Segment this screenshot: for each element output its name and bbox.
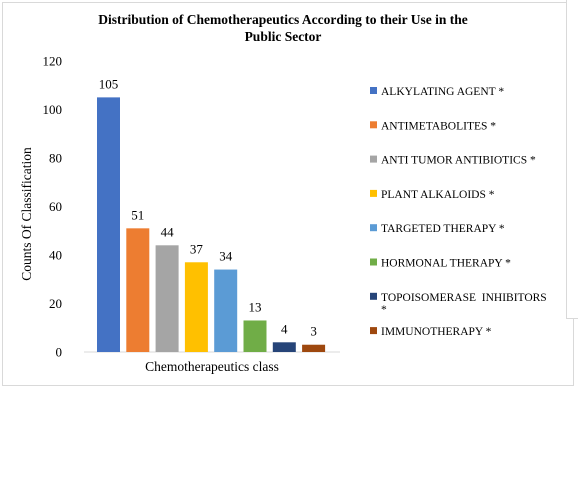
bar <box>184 262 208 352</box>
y-tick-label: 120 <box>43 54 63 69</box>
legend-label: ANTIMETABOLITES * <box>381 120 496 132</box>
legend-swatch <box>370 327 377 335</box>
data-label: 44 <box>161 224 175 239</box>
y-tick-label: 60 <box>49 199 62 214</box>
data-label: 105 <box>99 76 119 91</box>
legend-swatch <box>370 121 377 129</box>
bar <box>272 342 296 352</box>
legend-label: TOPOISOMERASE INHIBITORS <box>381 292 547 304</box>
data-label: 4 <box>281 321 288 336</box>
data-label: 37 <box>190 241 204 256</box>
bar <box>126 228 150 352</box>
y-tick-label: 0 <box>56 345 63 360</box>
legend: ALKYLATING AGENT * ANTIMETABOLITES * ANTI … <box>370 86 547 338</box>
y-axis-title: Counts Of Classification <box>19 147 34 281</box>
chart-title-line-2: Public Sector <box>245 29 322 44</box>
legend-label: IMMUNOTHERAPY * <box>381 326 492 338</box>
legend-label: PLANT ALKALOIDS * <box>381 189 495 201</box>
bar <box>243 320 267 352</box>
legend-swatch <box>370 87 377 94</box>
data-labels: 105 51 44 37 34 13 4 3 <box>99 76 317 338</box>
bar <box>97 97 120 352</box>
legend-label: ANTI TUMOR ANTIBIOTICS * <box>381 155 536 167</box>
legend-label: HORMONAL THERAPY * <box>381 258 511 270</box>
data-label: 51 <box>131 207 144 222</box>
bar <box>155 245 179 352</box>
bars <box>97 97 326 352</box>
y-axis-ticks: 0 20 40 60 80 100 120 <box>43 54 63 360</box>
legend-label: * <box>381 304 387 316</box>
data-label: 13 <box>249 299 262 314</box>
legend-swatch <box>370 224 377 232</box>
y-tick-label: 40 <box>49 248 62 263</box>
x-axis-title: Chemotherapeutics class <box>145 359 279 374</box>
y-tick-label: 20 <box>49 296 62 311</box>
bar <box>214 269 238 352</box>
legend-swatch <box>370 292 377 300</box>
data-label: 34 <box>219 249 233 264</box>
legend-label: ALKYLATING AGENT * <box>381 86 504 98</box>
data-label: 3 <box>310 324 317 339</box>
legend-swatch <box>370 258 377 266</box>
side-panel <box>566 0 578 319</box>
legend-swatch <box>370 155 377 163</box>
chart-title-line-1: Distribution of Chemotherapeutics Accord… <box>98 12 467 27</box>
y-tick-label: 80 <box>49 151 62 166</box>
y-tick-label: 100 <box>43 102 63 117</box>
bar <box>302 344 326 352</box>
legend-label: TARGETED THERAPY * <box>381 223 505 235</box>
legend-swatch <box>370 189 377 197</box>
